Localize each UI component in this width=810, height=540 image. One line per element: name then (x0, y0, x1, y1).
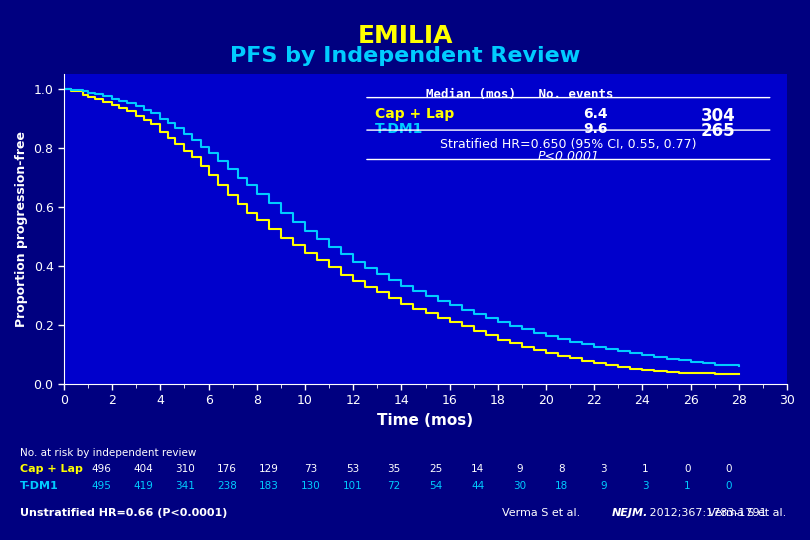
Text: 2012;367:1783-1791: 2012;367:1783-1791 (646, 508, 766, 518)
Text: 304: 304 (701, 107, 735, 125)
Y-axis label: Proportion progression-free: Proportion progression-free (15, 131, 28, 327)
Text: 6.4: 6.4 (583, 107, 608, 121)
Text: 101: 101 (343, 481, 362, 491)
Text: 35: 35 (387, 464, 401, 475)
Text: Cap + Lap: Cap + Lap (375, 107, 454, 121)
Text: 419: 419 (133, 481, 153, 491)
Text: Stratified HR=0.650 (95% CI, 0.55, 0.77): Stratified HR=0.650 (95% CI, 0.55, 0.77) (441, 138, 697, 151)
Text: Median (mos)   No. events: Median (mos) No. events (426, 89, 613, 102)
Text: 404: 404 (133, 464, 153, 475)
Text: 238: 238 (217, 481, 237, 491)
Text: 44: 44 (471, 481, 484, 491)
Text: Cap + Lap: Cap + Lap (20, 464, 83, 475)
Text: Verma S et al.: Verma S et al. (502, 508, 584, 518)
Text: 310: 310 (175, 464, 195, 475)
Text: 8: 8 (558, 464, 565, 475)
Text: 54: 54 (429, 481, 443, 491)
Text: 496: 496 (92, 464, 111, 475)
Text: EMILIA: EMILIA (357, 24, 453, 48)
Text: 341: 341 (175, 481, 195, 491)
Text: T-DM1: T-DM1 (20, 481, 59, 491)
Text: 72: 72 (387, 481, 401, 491)
Text: 3: 3 (642, 481, 649, 491)
Text: 9.6: 9.6 (583, 123, 608, 137)
Text: 53: 53 (346, 464, 359, 475)
Text: Verma S et al.: Verma S et al. (708, 508, 790, 518)
Text: 0: 0 (684, 464, 690, 475)
Text: 265: 265 (701, 123, 735, 140)
Text: 183: 183 (258, 481, 279, 491)
Text: 14: 14 (471, 464, 484, 475)
Text: No. at risk by independent review: No. at risk by independent review (20, 448, 197, 458)
Text: 130: 130 (301, 481, 321, 491)
Text: 129: 129 (258, 464, 279, 475)
Text: NEJM.: NEJM. (612, 508, 648, 518)
Text: 1: 1 (684, 481, 690, 491)
Text: 176: 176 (217, 464, 237, 475)
Text: 9: 9 (600, 481, 607, 491)
Text: P<0.0001: P<0.0001 (538, 150, 599, 163)
Text: 0: 0 (726, 481, 732, 491)
Text: 18: 18 (555, 481, 569, 491)
Text: PFS by Independent Review: PFS by Independent Review (230, 46, 580, 66)
Text: 25: 25 (429, 464, 443, 475)
Text: Unstratified HR=0.66 (P<0.0001): Unstratified HR=0.66 (P<0.0001) (20, 508, 228, 518)
Text: 495: 495 (92, 481, 111, 491)
X-axis label: Time (mos): Time (mos) (377, 413, 474, 428)
Text: 3: 3 (600, 464, 607, 475)
Text: T-DM1: T-DM1 (375, 123, 424, 137)
Text: 0: 0 (726, 464, 732, 475)
Text: 9: 9 (517, 464, 523, 475)
Text: 30: 30 (514, 481, 526, 491)
Text: 1: 1 (642, 464, 649, 475)
Text: 73: 73 (304, 464, 318, 475)
